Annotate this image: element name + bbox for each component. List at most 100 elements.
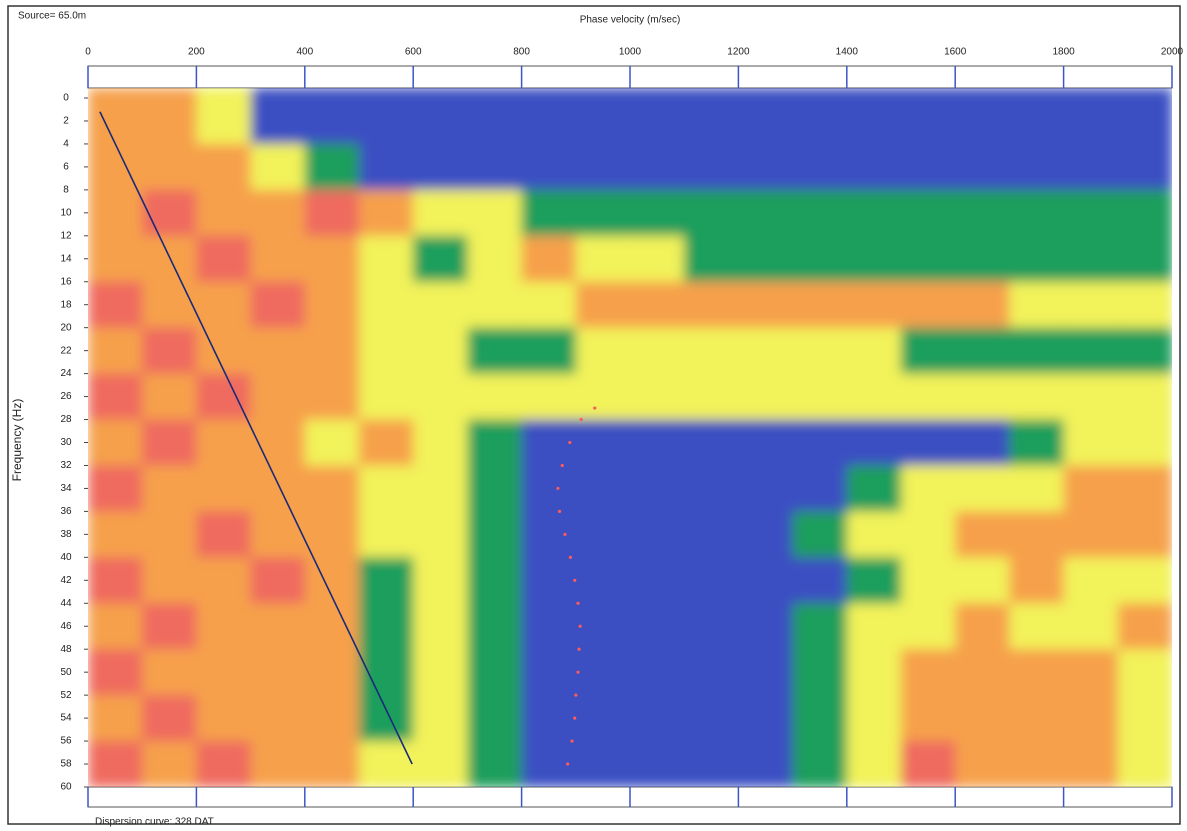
y-tick-label: 8 (63, 185, 69, 196)
heat-cell (1009, 603, 1065, 650)
heat-cell (250, 373, 306, 421)
heat-cell (413, 189, 468, 237)
y-tick-label: 42 (60, 575, 72, 586)
heat-cell (630, 281, 685, 329)
heat-cell (413, 143, 468, 191)
heat-cell (1063, 327, 1119, 375)
curve-point (593, 406, 597, 410)
heat-cell (413, 557, 468, 604)
heat-cell (1063, 373, 1119, 421)
curve-point (568, 555, 572, 559)
y-tick-label: 20 (60, 322, 72, 333)
x-tick-label: 0 (85, 47, 91, 58)
heat-cell (88, 235, 143, 283)
heat-cell (196, 373, 252, 421)
heat-cell (142, 603, 197, 650)
heat-cell (630, 557, 685, 604)
heat-cell (630, 235, 685, 283)
heat-cell (88, 327, 143, 375)
heat-cell (575, 88, 631, 145)
heat-cell (575, 327, 631, 375)
heat-cell (304, 281, 360, 329)
heat-cell (196, 511, 252, 558)
heat-cell (521, 465, 577, 512)
y-tick-label: 16 (60, 276, 72, 287)
heat-cell (250, 695, 306, 742)
overlay: 0 200 400 600 800 1000 1200 1400 1600 1800 2000024… (60, 47, 1184, 807)
heat-cell (1117, 511, 1172, 558)
heat-cell (630, 189, 685, 237)
heat-cell (1063, 511, 1119, 558)
heat-cell (1117, 649, 1172, 696)
heat-cell (304, 603, 360, 650)
heat-cell (413, 235, 468, 283)
heat-cell (359, 235, 414, 283)
heat-cell (846, 649, 902, 696)
heat-cell (359, 695, 414, 742)
heat-cell (792, 465, 848, 512)
heat-cell (792, 235, 848, 283)
heat-cell (88, 88, 143, 145)
curve-point (574, 693, 578, 697)
heat-cell (846, 143, 902, 191)
heat-cell (1063, 143, 1119, 191)
heat-cell (359, 143, 414, 191)
heat-cell (467, 741, 523, 787)
heat-cell (88, 649, 143, 696)
heat-cell (250, 649, 306, 696)
heat-cell (630, 741, 685, 787)
heat-cell (955, 373, 1010, 421)
heat-cell (1009, 649, 1065, 696)
footer: Dispersion curve: 328.DAT (95, 817, 214, 828)
heat-cell (1117, 419, 1172, 466)
heat-cell (88, 603, 143, 650)
heat-cell (684, 603, 739, 650)
heat-cell (901, 235, 956, 283)
y-tick-label: 14 (60, 253, 72, 264)
heat-cell (196, 235, 252, 283)
heat-cell (521, 557, 577, 604)
heat-cell (196, 189, 252, 237)
heat-cell (901, 695, 956, 742)
heat-cell (630, 143, 685, 191)
y-tick-label: 26 (60, 391, 72, 402)
heat-cell (738, 649, 794, 696)
heat-cell (250, 741, 306, 787)
y-tick-label: 38 (60, 529, 72, 540)
heat-cell (575, 557, 631, 604)
heat-cell (1117, 695, 1172, 742)
heat-cell (250, 511, 306, 558)
heat-cell (846, 695, 902, 742)
heat-cell (196, 741, 252, 787)
heat-cell (142, 419, 197, 466)
heat-cell (575, 419, 631, 466)
heat-cell (304, 327, 360, 375)
heat-cell (521, 327, 577, 375)
heat-cell (684, 327, 739, 375)
heat-cell (142, 511, 197, 558)
heat-cell (1063, 603, 1119, 650)
heat-cell (738, 557, 794, 604)
heat-cell (846, 189, 902, 237)
heat-cell (955, 281, 1010, 329)
heat-cell (955, 235, 1010, 283)
heat-cell (846, 327, 902, 375)
heat-cell (792, 741, 848, 787)
heat-cell (955, 695, 1010, 742)
heat-cell (575, 143, 631, 191)
heat-cell (630, 511, 685, 558)
heat-cell (901, 419, 956, 466)
heat-cell (738, 88, 794, 145)
y-tick-label: 50 (60, 667, 72, 678)
heat-cell (1009, 189, 1065, 237)
heat-cell (901, 281, 956, 329)
y-tick-label: 6 (63, 162, 69, 173)
heat-cell (738, 327, 794, 375)
heat-cell (1117, 88, 1172, 145)
heat-cell (467, 373, 523, 421)
heat-cell (1063, 649, 1119, 696)
heat-cell (467, 557, 523, 604)
heat-cell (630, 695, 685, 742)
heat-cell (413, 281, 468, 329)
heatmap (88, 88, 1172, 787)
